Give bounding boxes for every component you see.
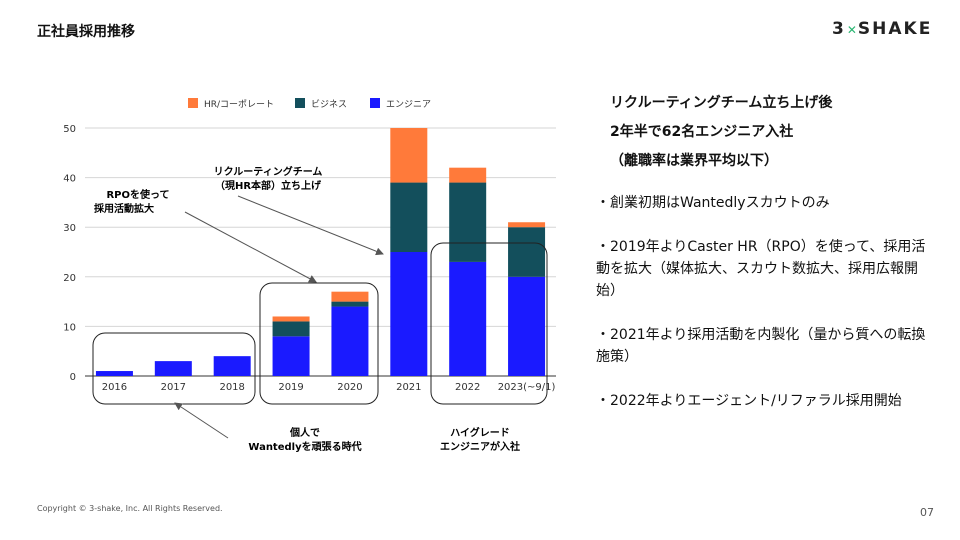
box-2016-2018 (92, 332, 256, 405)
x-tick-label: 2017 (161, 382, 186, 393)
bar-segment (331, 291, 369, 302)
legend-swatch (188, 98, 198, 108)
page-number: 07 (920, 506, 934, 519)
bullet-list: ・創業初期はWantedlyスカウトのみ ・2019年よりCaster HR（R… (596, 192, 936, 434)
legend-label: HR/コーポレート (204, 99, 274, 110)
arrow-individual (174, 402, 229, 439)
y-axis-ticks: 0 10 20 30 40 50 (63, 124, 76, 383)
annotation-rpo-line1: RPOを使って (106, 188, 169, 201)
legend-swatch (370, 98, 380, 108)
x-tick-label: 2018 (219, 382, 244, 393)
legend-label: ビジネス (311, 99, 347, 110)
annotation-team-line2: （現HR本部）立ち上げ (215, 179, 322, 192)
annotation-rpo-line2: 採用活動拡大 (94, 202, 154, 215)
bar-segment (390, 182, 428, 252)
bar-segment (154, 361, 192, 376)
bar-segment (95, 371, 133, 376)
x-tick-label: 2016 (102, 382, 127, 393)
bar-segment (449, 261, 487, 376)
y-tick-label: 30 (63, 223, 76, 234)
bar-segment (272, 321, 310, 337)
bullet-item: ・創業初期はWantedlyスカウトのみ (596, 195, 830, 211)
headline-line-3: （離職率は業界平均以下） (610, 153, 778, 169)
arrow-recruiting-team (237, 195, 384, 256)
bullet-item: ・2022年よりエージェント/リファラル採用開始 (596, 393, 902, 409)
x-tick-label: 2020 (337, 382, 362, 393)
legend-swatch (295, 98, 305, 108)
x-tick-label: 2022 (455, 382, 480, 393)
logo-mark-icon: ✕ (846, 23, 857, 37)
bar-segment (331, 306, 369, 376)
x-axis-ticks: 2016 2017 2018 2019 2020 2021 2022 2023(~9/1) (102, 382, 556, 393)
bar-segment (508, 276, 546, 376)
bar-segment (213, 356, 251, 376)
annotation-individual-line1: 個人で (289, 426, 320, 439)
annotation-highgrade-line1: ハイグレード (450, 426, 510, 439)
bar-segment (508, 227, 546, 277)
chart-bars (95, 128, 546, 376)
legend-label: エンジニア (386, 100, 431, 110)
x-tick-label: 2023(~9/1) (498, 382, 556, 393)
y-tick-label: 50 (63, 124, 76, 135)
box-2022-2023 (430, 242, 548, 405)
slide-title: 正社員採用推移 (37, 24, 135, 40)
y-tick-label: 20 (63, 273, 76, 284)
headline-line-2: 2年半で62名エンジニア入社 (610, 124, 794, 140)
x-tick-label: 2019 (278, 382, 303, 393)
bar-segment (390, 252, 428, 376)
headline-line-1: リクルーティングチーム立ち上げ後 (610, 95, 833, 111)
x-tick-label: 2021 (396, 382, 421, 393)
annotation-individual-line2: Wantedlyを頑張る時代 (248, 440, 361, 453)
logo-right: SHAKE (857, 19, 933, 39)
y-tick-label: 40 (63, 174, 76, 185)
arrow-rpo (184, 211, 317, 283)
box-2019-2020 (259, 282, 379, 405)
y-tick-label: 10 (63, 322, 76, 333)
bullet-item: ・2019年よりCaster HR（RPO）を使って、採用活動を拡大（媒体拡大、… (596, 239, 926, 299)
y-tick-label: 0 (70, 372, 76, 383)
bar-segment (331, 301, 369, 307)
bar-segment (390, 128, 428, 183)
company-logo: 3✕SHAKE (832, 19, 932, 39)
bar-segment (449, 167, 487, 183)
logo-left: 3 (832, 19, 846, 39)
bar-segment (449, 182, 487, 262)
headline: リクルーティングチーム立ち上げ後 2年半で62名エンジニア入社 （離職率は業界平… (610, 92, 832, 179)
annotation-highgrade-line2: エンジニアが入社 (440, 440, 520, 453)
chart-legend: HR/コーポレート ビジネス エンジニア (188, 98, 431, 110)
bar-segment (272, 316, 310, 322)
annotation-team-line1: リクルーティングチーム (214, 165, 323, 178)
bar-segment (508, 222, 546, 228)
bullet-item: ・2021年より採用活動を内製化（量から質への転換施策） (596, 327, 926, 365)
bar-segment (272, 336, 310, 376)
copyright: Copyright © 3-shake, Inc. All Rights Res… (37, 504, 223, 513)
